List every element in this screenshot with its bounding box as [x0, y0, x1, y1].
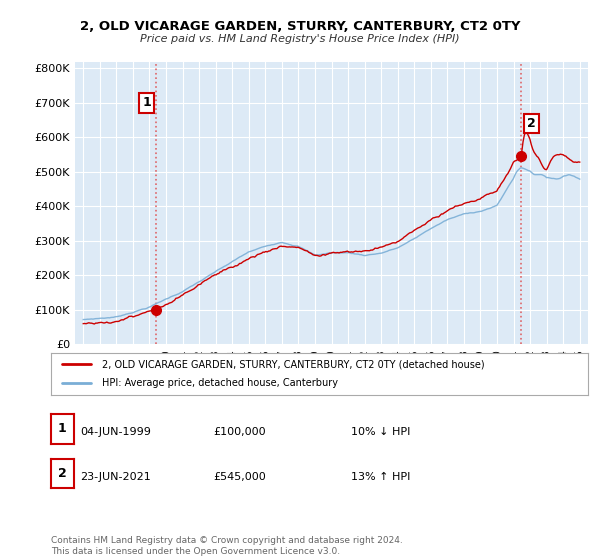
- Text: 1: 1: [142, 96, 151, 110]
- Text: 13% ↑ HPI: 13% ↑ HPI: [351, 472, 410, 482]
- Text: 2, OLD VICARAGE GARDEN, STURRY, CANTERBURY, CT2 0TY: 2, OLD VICARAGE GARDEN, STURRY, CANTERBU…: [80, 20, 520, 32]
- Text: 2: 2: [58, 467, 67, 480]
- Text: Contains HM Land Registry data © Crown copyright and database right 2024.
This d: Contains HM Land Registry data © Crown c…: [51, 536, 403, 556]
- Text: 2: 2: [527, 117, 536, 130]
- Text: 04-JUN-1999: 04-JUN-1999: [80, 427, 151, 437]
- Text: Price paid vs. HM Land Registry's House Price Index (HPI): Price paid vs. HM Land Registry's House …: [140, 34, 460, 44]
- Text: HPI: Average price, detached house, Canterbury: HPI: Average price, detached house, Cant…: [102, 379, 338, 389]
- Text: £545,000: £545,000: [213, 472, 266, 482]
- Text: 10% ↓ HPI: 10% ↓ HPI: [351, 427, 410, 437]
- Text: 1: 1: [58, 422, 67, 436]
- Text: £100,000: £100,000: [213, 427, 266, 437]
- Text: 23-JUN-2021: 23-JUN-2021: [80, 472, 151, 482]
- Text: 2, OLD VICARAGE GARDEN, STURRY, CANTERBURY, CT2 0TY (detached house): 2, OLD VICARAGE GARDEN, STURRY, CANTERBU…: [102, 359, 485, 369]
